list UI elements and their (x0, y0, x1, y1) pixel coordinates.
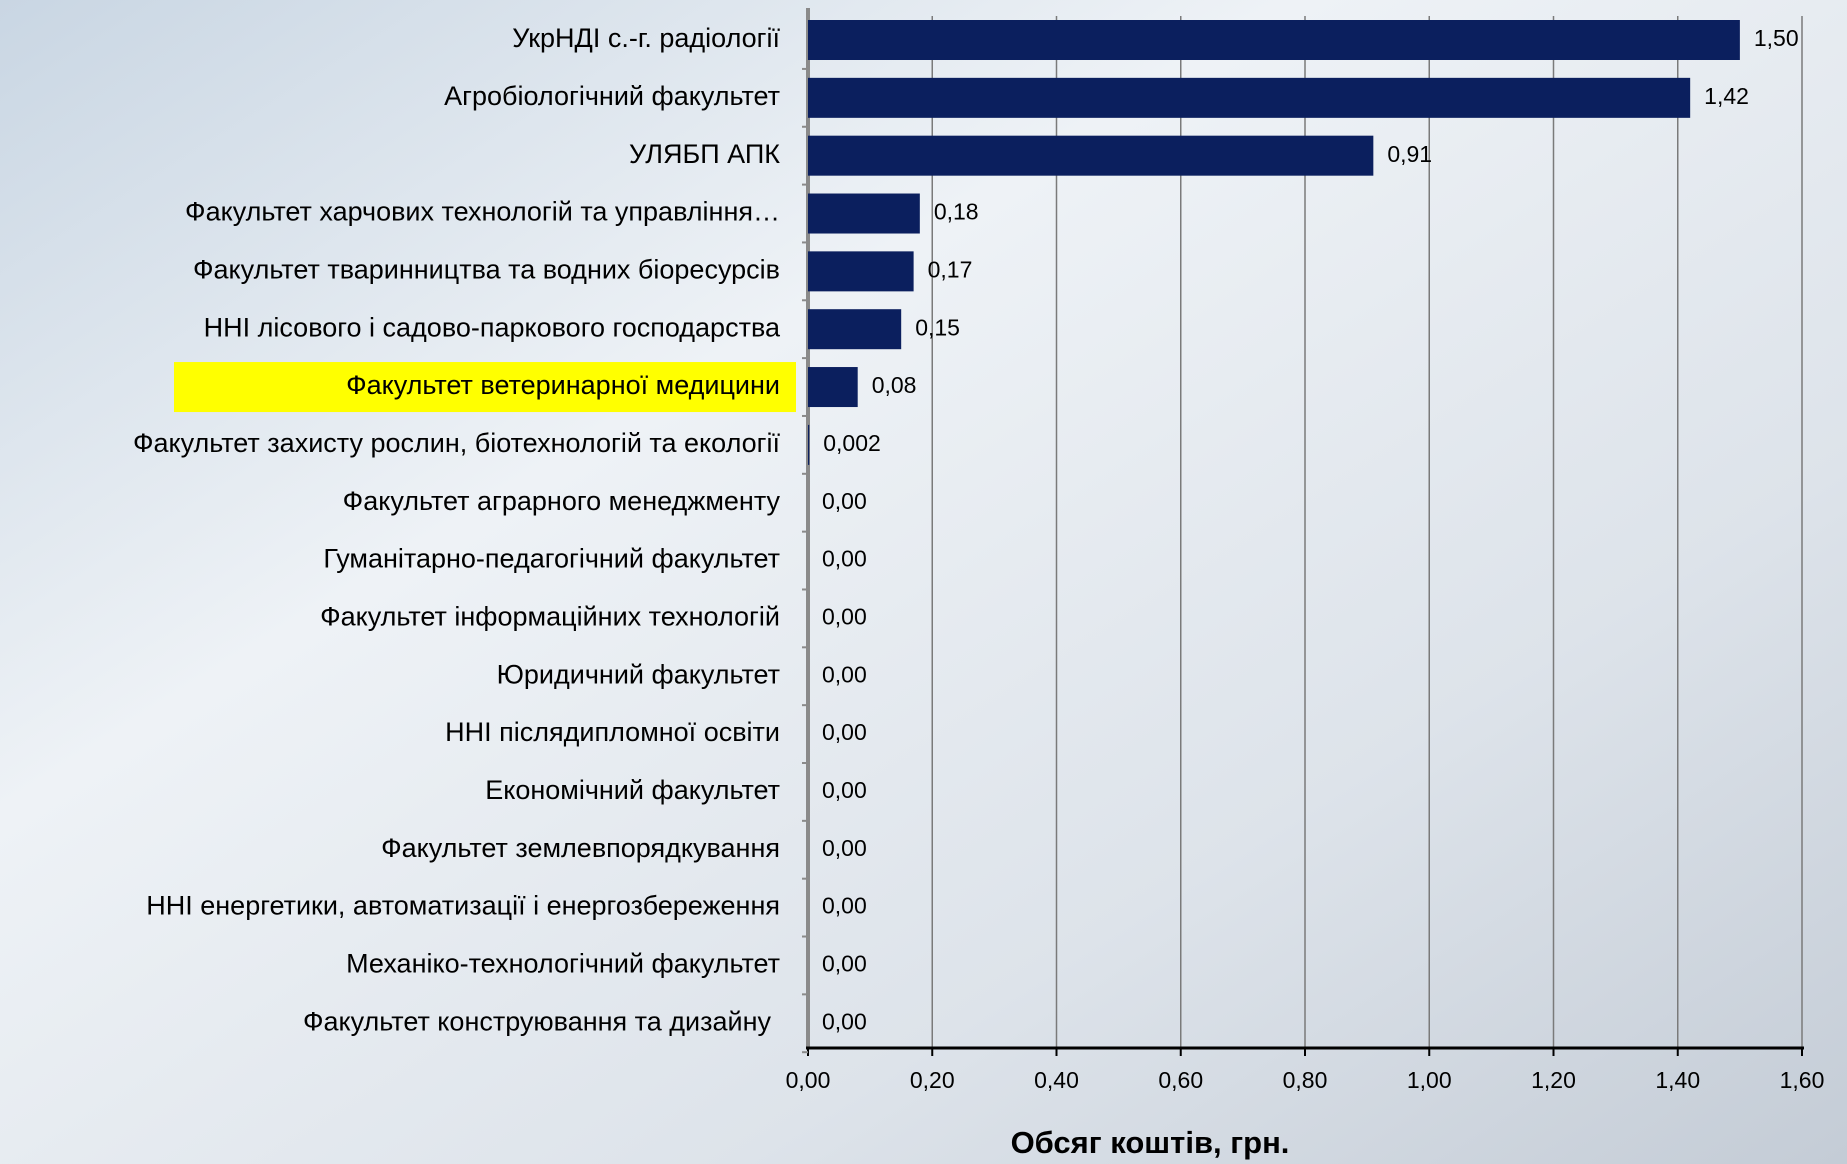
bar (808, 136, 1373, 176)
category-label: Гуманітарно-педагогічний факультет (323, 544, 780, 574)
value-label: 0,91 (1387, 141, 1432, 167)
category-label: Юридичний факультет (497, 659, 780, 689)
bar (808, 367, 858, 407)
page: {"chart_data": {"type": "bar", "orientat… (0, 0, 1847, 1164)
x-tick-label: 0,40 (1034, 1067, 1079, 1093)
value-label: 0,17 (928, 256, 973, 282)
category-label: ННІ лісового і садово-паркового господар… (204, 312, 781, 342)
value-label: 0,00 (822, 719, 867, 745)
category-label: Факультет конструювання та дизайну (303, 1006, 772, 1036)
value-label: 0,00 (822, 488, 867, 514)
category-label: Агробіологічний факультет (444, 81, 780, 111)
bar (808, 425, 809, 465)
x-tick-label: 0,00 (786, 1067, 831, 1093)
value-label: 0,00 (822, 777, 867, 803)
value-label: 0,00 (822, 893, 867, 919)
category-label: Механіко-технологічний факультет (346, 949, 780, 979)
category-label: УЛЯБП АПК (629, 139, 780, 169)
category-label: Факультет ветеринарної медицини (346, 370, 780, 400)
value-label: 0,00 (822, 546, 867, 572)
chart: Обсяг коштів, грн. 0,00 0,20 0,40 0,60 0,80 1… (0, 0, 1847, 1164)
x-tick-label: 1,40 (1655, 1067, 1700, 1093)
category-label: Факультет землевпорядкування (381, 833, 780, 863)
bar (808, 194, 920, 234)
category-label: ННІ післядипломної освіти (445, 717, 780, 747)
category-label: ННІ енергетики, автоматизації і енергозб… (146, 891, 780, 921)
bar (808, 20, 1740, 60)
value-label: 0,08 (872, 372, 917, 398)
value-label: 0,00 (822, 661, 867, 687)
category-label: УкрНДІ с.-г. радіології (512, 23, 780, 53)
value-label: 0,00 (822, 1008, 867, 1034)
category-label: Економічний факультет (485, 775, 780, 805)
bar (808, 78, 1690, 118)
value-label: 0,15 (915, 314, 960, 340)
category-label: Факультет аграрного менеджменту (343, 486, 781, 516)
x-tick-label: 1,00 (1407, 1067, 1452, 1093)
value-label: 0,00 (822, 951, 867, 977)
category-label: Факультет харчових технологій та управлі… (185, 197, 780, 227)
x-tick-label: 0,20 (910, 1067, 955, 1093)
category-label: Факультет захисту рослин, біотехнологій … (133, 428, 781, 458)
value-label: 0,00 (822, 835, 867, 861)
category-label: Факультет тваринництва та водних біоресу… (193, 254, 780, 284)
value-label: 0,002 (823, 430, 881, 456)
bar (808, 251, 914, 291)
category-label: Факультет інформаційних технологій (320, 602, 780, 632)
x-tick-label: 1,20 (1531, 1067, 1576, 1093)
value-label: 1,42 (1704, 83, 1749, 109)
value-label: 0,00 (822, 603, 867, 629)
x-tick-label: 1,60 (1780, 1067, 1825, 1093)
x-tick-label: 0,60 (1158, 1067, 1203, 1093)
value-label: 1,50 (1754, 25, 1799, 51)
x-tick-label: 0,80 (1283, 1067, 1328, 1093)
value-label: 0,18 (934, 199, 979, 225)
bar (808, 309, 901, 349)
x-axis-title: Обсяг коштів, грн. (1011, 1125, 1290, 1160)
